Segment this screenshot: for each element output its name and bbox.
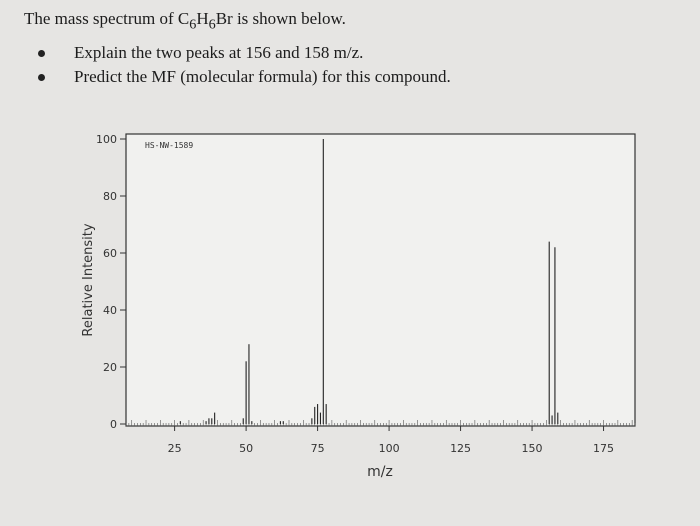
title-text-br: Br is shown below. (215, 9, 346, 28)
title-subscript-hydrogen: 6 (208, 16, 216, 33)
title-subscript-carbon: 6 (189, 16, 197, 33)
question-block: The mass spectrum of C6H6Br is shown bel… (24, 8, 684, 89)
x-minor-ticks (125, 420, 636, 426)
y-tick-label: 40 (103, 304, 117, 317)
spectrum-annotation: HS-NW-1589 (145, 141, 193, 150)
bullet-item: Explain the two peaks at 156 and 158 m/z… (24, 41, 684, 65)
x-tick-label: 50 (239, 442, 253, 455)
x-axis-label: m/z (367, 464, 393, 480)
y-tick-label: 0 (110, 418, 117, 431)
bullet-dot-icon (38, 50, 45, 58)
bullet-text: Predict the MF (molecular formula) for t… (74, 67, 451, 87)
x-tick-label: 175 (593, 442, 614, 455)
y-tick-label: 100 (96, 133, 117, 146)
bullet-dot-icon (38, 74, 45, 82)
title-text-c: The mass spectrum of C (24, 9, 190, 28)
bullet-text: Explain the two peaks at 156 and 158 m/z… (74, 43, 364, 63)
y-tick-label: 20 (103, 361, 117, 374)
y-tick-label: 80 (103, 190, 117, 203)
bullet-item: Predict the MF (molecular formula) for t… (24, 65, 684, 89)
question-title: The mass spectrum of C6H6Br is shown bel… (24, 8, 684, 35)
spectrum-peaks (179, 139, 559, 424)
y-axis-label: Relative Intensity (81, 223, 96, 336)
y-tick-label: 60 (103, 247, 117, 260)
x-tick-label: 150 (522, 442, 543, 455)
x-tick-label: 25 (168, 442, 182, 455)
x-tick-label: 125 (450, 442, 471, 455)
y-axis-ticks: 0 20 40 60 80 100 (96, 133, 126, 431)
x-tick-label: 100 (379, 442, 400, 455)
x-axis-ticks: 25 50 75 100 125 150 175 (168, 426, 614, 455)
x-tick-label: 75 (311, 442, 325, 455)
question-bullets: Explain the two peaks at 156 and 158 m/z… (24, 41, 684, 89)
title-text-h: H (196, 9, 209, 28)
plot-frame (125, 133, 636, 427)
